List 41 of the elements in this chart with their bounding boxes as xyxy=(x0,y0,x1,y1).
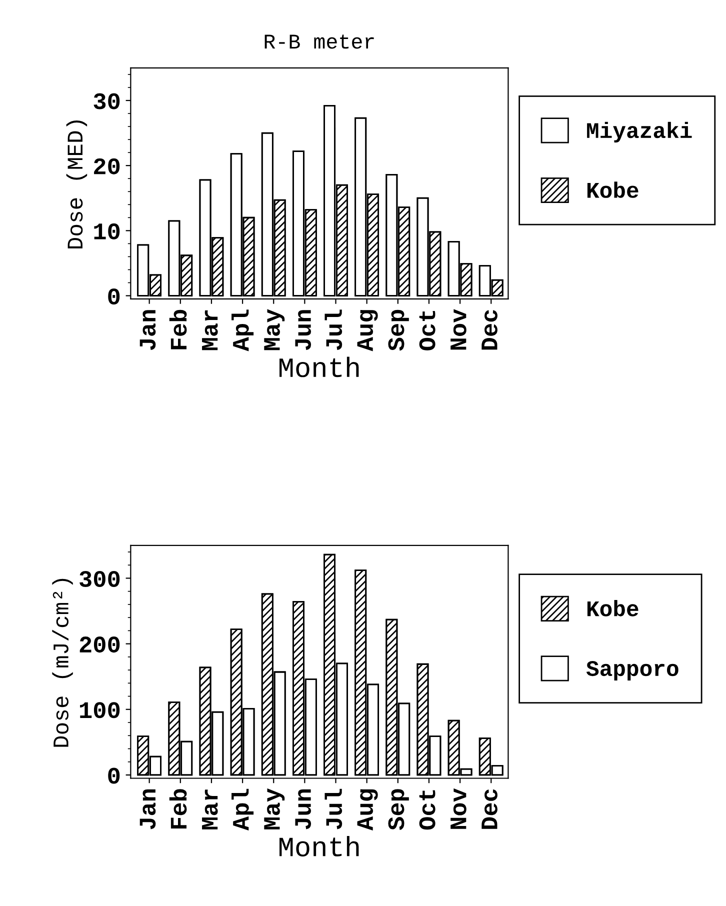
x-tick-label: Dec xyxy=(482,310,498,350)
x-tick-label: Apl xyxy=(232,788,254,830)
x-tick-label: Mar xyxy=(202,790,218,830)
x-tick-label: Jul xyxy=(324,310,342,350)
y-tick-label: 0 xyxy=(108,288,120,305)
x-tick-label: Jan xyxy=(140,789,156,830)
x-tick-label: Jul xyxy=(324,788,342,830)
y-tick-label: 20 xyxy=(94,158,120,174)
x-tick-label: Feb xyxy=(169,310,187,350)
y-axis-title: Dose (mJ/cm²) xyxy=(52,578,73,747)
x-tick-label: Jun xyxy=(295,310,312,350)
x-tick-label: Feb xyxy=(169,789,187,829)
x-axis-title: Month xyxy=(280,836,359,856)
x-tick-label: Jun xyxy=(295,789,312,830)
legend-label: Miyazaki xyxy=(587,122,692,143)
x-tick-label: May xyxy=(264,309,285,350)
x-tick-label: Nov xyxy=(450,309,466,350)
x-tick-label: Jan xyxy=(140,310,156,350)
chart-title: R-B meter xyxy=(264,34,374,49)
x-tick-label: May xyxy=(264,788,285,830)
legend-label: Kobe xyxy=(587,182,638,198)
x-tick-label: Sep xyxy=(388,310,409,351)
x-tick-label: Oct xyxy=(419,310,436,350)
x-tick-label: Aug xyxy=(357,310,378,352)
y-tick-label: 300 xyxy=(80,570,120,588)
y-tick-label: 10 xyxy=(94,223,120,240)
legend-label: Kobe xyxy=(587,600,638,616)
x-tick-label: Apl xyxy=(232,310,254,352)
x-tick-label: Sep xyxy=(388,789,409,830)
y-axis-title: Dose (MED) xyxy=(66,120,88,248)
x-tick-label: Dec xyxy=(482,789,498,829)
legend-label: Sapporo xyxy=(586,661,678,680)
x-tick-label: Aug xyxy=(357,789,378,830)
y-tick-label: 200 xyxy=(80,636,120,653)
x-tick-label: Oct xyxy=(419,790,436,830)
x-tick-label: Nov xyxy=(450,788,466,829)
y-tick-label: 0 xyxy=(108,768,120,784)
x-axis-title: Month xyxy=(280,356,359,378)
x-tick-label: Mar xyxy=(202,310,218,350)
y-tick-label: 30 xyxy=(94,93,120,110)
y-tick-label: 100 xyxy=(80,702,120,718)
